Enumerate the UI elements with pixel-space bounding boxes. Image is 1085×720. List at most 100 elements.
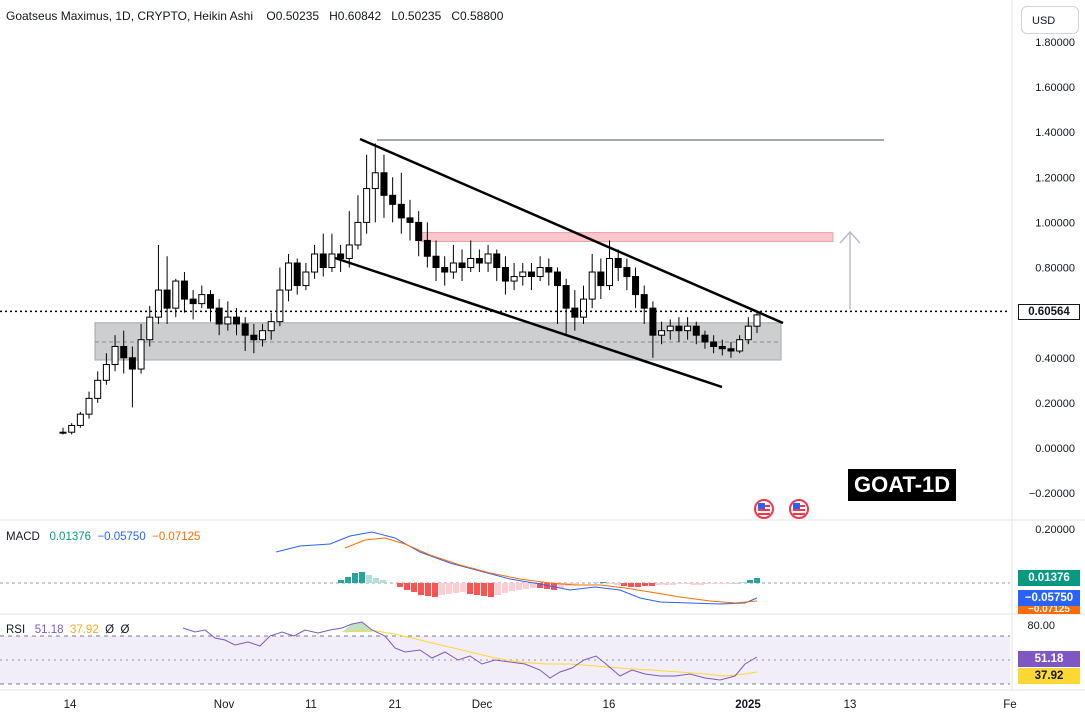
macd-histogram-bar	[719, 583, 725, 584]
candle-body	[553, 271, 561, 287]
price-axis-tick-label: −0.20000	[1029, 488, 1075, 500]
macd-hist-tag: 0.01376	[1018, 570, 1080, 586]
macd-histogram-bar	[495, 583, 501, 595]
time-axis-tick-label: Nov	[214, 699, 235, 711]
macd-histogram-bar	[418, 583, 424, 595]
candle-body	[675, 325, 683, 332]
symbol-watermark-label: GOAT-1D	[848, 469, 957, 501]
price-axis-tick-label: 1.60000	[1035, 82, 1075, 94]
macd-histogram-bar	[397, 583, 403, 587]
us-flag-event-icon[interactable]	[754, 499, 774, 519]
candle-body	[154, 289, 162, 318]
candle-body	[710, 341, 718, 347]
macd-histogram-bar	[705, 583, 711, 584]
macd-histogram-bar	[439, 583, 445, 595]
candle-body	[328, 253, 336, 269]
rsi-line	[182, 621, 758, 681]
candle-body	[224, 316, 232, 325]
candle-body	[580, 298, 587, 318]
rsi-axis-tick-label: 80.00	[1027, 620, 1055, 632]
us-flag-event-icon[interactable]	[789, 499, 809, 519]
candle-body	[736, 339, 744, 352]
candle-body	[623, 267, 631, 278]
symbol-title: Goatseus Maximus, 1D, CRYPTO, Heikin Ash…	[6, 9, 253, 23]
macd-histogram-bar	[747, 580, 753, 583]
candle-body	[319, 253, 327, 269]
price-axis-tick-label: 0.40000	[1035, 353, 1075, 365]
candle-body	[189, 298, 197, 305]
macd-histogram-bar	[621, 583, 627, 586]
candle-body	[484, 253, 492, 264]
macd-histogram-bar	[411, 583, 417, 592]
rsi-tag: 51.18	[1018, 651, 1080, 667]
candle-body	[259, 330, 267, 341]
macd-histogram-bar	[359, 572, 365, 583]
macd-histogram-bar	[509, 583, 515, 591]
candle-body	[276, 289, 284, 323]
candle-body	[545, 267, 553, 273]
currency-button[interactable]: USD	[1021, 6, 1079, 34]
open-label: O	[266, 9, 276, 23]
close-label: C	[451, 9, 460, 23]
high-label: H	[329, 9, 338, 23]
low-label: L	[391, 9, 398, 23]
candle-body	[354, 221, 362, 246]
candle-body	[163, 289, 171, 309]
candle-body	[614, 257, 622, 269]
candle-body	[527, 271, 535, 278]
candle-body	[449, 262, 457, 273]
time-axis-tick-label: 21	[389, 699, 402, 711]
macd-value-hist: 0.01376	[49, 531, 92, 543]
candle-body	[467, 257, 475, 269]
macd-signal-tag: −0.07125	[1018, 606, 1080, 614]
macd-histogram-bar	[600, 582, 606, 583]
price-axis-tick-label: 0.80000	[1035, 263, 1075, 275]
macd-name: MACD	[6, 531, 40, 543]
candle-body	[233, 316, 240, 325]
candle-body	[85, 397, 93, 415]
macd-histogram-bar	[607, 583, 613, 584]
candle-body	[389, 194, 397, 205]
candle-body	[215, 307, 223, 325]
candle-body	[510, 276, 518, 282]
macd-histogram-bar	[740, 582, 746, 583]
macd-histogram-bar	[453, 583, 459, 593]
candle-body	[406, 217, 414, 223]
channel-upper-line	[359, 137, 784, 325]
candle-body	[692, 325, 700, 336]
candle-body	[415, 221, 423, 241]
rsi-ma-value: 37.92	[69, 624, 99, 636]
macd-histogram-bar	[733, 583, 739, 584]
candle-body	[458, 262, 466, 269]
candle-body	[198, 294, 206, 305]
macd-histogram-bar	[537, 583, 543, 588]
macd-signal-line	[344, 537, 758, 604]
macd-histogram-bar	[474, 583, 480, 595]
candle-body	[180, 280, 188, 300]
candle-body	[588, 271, 596, 300]
macd-histogram-bar	[345, 577, 351, 583]
macd-histogram-bar	[691, 583, 697, 585]
candle-body	[432, 255, 440, 269]
candle-body	[102, 364, 110, 381]
rsi-header: RSI 51.18 37.92 Ø Ø	[6, 624, 129, 636]
candle-body	[241, 323, 249, 336]
macd-axis-tick-label: 0.20000	[1035, 524, 1075, 536]
macd-value-line: −0.05750	[97, 531, 146, 543]
macd-histogram-bar	[614, 583, 620, 585]
open-value: 0.50235	[275, 9, 320, 23]
candle-body	[658, 330, 666, 336]
candle-body	[493, 253, 501, 269]
macd-histogram-bar	[467, 583, 473, 594]
time-axis-tick-label: 13	[844, 699, 857, 711]
candle-body	[371, 172, 379, 190]
last-price-tag: 0.60564	[1018, 304, 1080, 320]
candle-body	[59, 431, 67, 434]
low-value: 0.50235	[397, 9, 442, 23]
candle-body	[718, 345, 726, 350]
candle-body	[441, 267, 449, 273]
macd-histogram-bar	[649, 583, 655, 586]
price-axis-tick-label: 1.80000	[1035, 37, 1075, 49]
time-axis-tick-label: 2025	[735, 699, 761, 711]
